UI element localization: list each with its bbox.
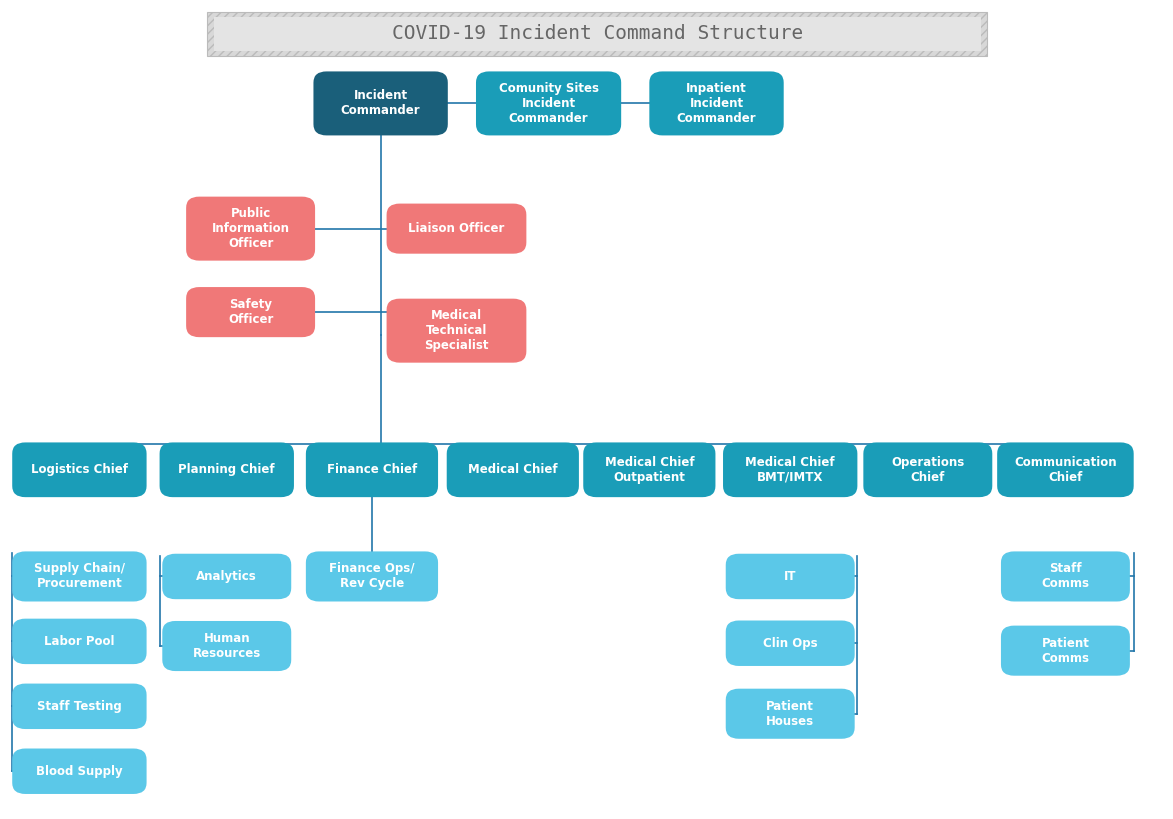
FancyBboxPatch shape [12,749,147,794]
FancyBboxPatch shape [583,442,716,497]
Text: COVID-19 Incident Command Structure: COVID-19 Incident Command Structure [392,25,804,43]
Text: Communication
Chief: Communication Chief [1015,456,1117,484]
FancyBboxPatch shape [726,689,855,739]
FancyBboxPatch shape [723,442,857,497]
FancyBboxPatch shape [187,287,316,337]
Text: Logistics Chief: Logistics Chief [30,464,128,477]
FancyBboxPatch shape [313,71,448,135]
FancyBboxPatch shape [863,442,992,497]
FancyBboxPatch shape [997,442,1133,497]
FancyBboxPatch shape [387,204,527,254]
FancyBboxPatch shape [12,618,147,664]
Text: Staff Testing: Staff Testing [38,699,122,713]
Text: Medical Chief: Medical Chief [468,464,557,477]
FancyBboxPatch shape [187,197,316,260]
Text: Planning Chief: Planning Chief [178,464,276,477]
FancyBboxPatch shape [476,71,622,135]
FancyBboxPatch shape [12,442,147,497]
Text: Labor Pool: Labor Pool [45,635,115,648]
FancyBboxPatch shape [1001,626,1130,676]
Text: Medical Chief
Outpatient: Medical Chief Outpatient [604,456,694,484]
FancyBboxPatch shape [213,17,981,51]
FancyBboxPatch shape [162,554,291,600]
Text: Medical Chief
BMT/IMTX: Medical Chief BMT/IMTX [745,456,835,484]
FancyBboxPatch shape [160,442,294,497]
Text: IT: IT [784,570,796,583]
Text: Clin Ops: Clin Ops [762,636,818,649]
Text: Analytics: Analytics [196,570,257,583]
Text: Safety
Officer: Safety Officer [228,298,273,326]
FancyBboxPatch shape [726,621,855,666]
Text: Blood Supply: Blood Supply [36,765,123,778]
Text: Patient
Comms: Patient Comms [1042,636,1090,665]
Text: Inpatient
Incident
Commander: Inpatient Incident Commander [677,82,757,125]
FancyBboxPatch shape [447,442,579,497]
Text: Staff
Comms: Staff Comms [1042,563,1090,590]
Text: Liaison Officer: Liaison Officer [408,222,504,235]
FancyBboxPatch shape [306,442,438,497]
Text: Finance Chief: Finance Chief [327,464,418,477]
Text: Operations
Chief: Operations Chief [891,456,964,484]
FancyBboxPatch shape [726,554,855,600]
Text: Public
Information
Officer: Public Information Officer [211,207,290,250]
Text: Comunity Sites
Incident
Commander: Comunity Sites Incident Commander [499,82,598,125]
Text: Medical
Technical
Specialist: Medical Technical Specialist [425,309,489,352]
FancyBboxPatch shape [306,551,438,601]
FancyBboxPatch shape [1001,551,1130,601]
FancyBboxPatch shape [12,551,147,601]
Text: Patient
Houses: Patient Houses [766,699,814,728]
Text: Finance Ops/
Rev Cycle: Finance Ops/ Rev Cycle [330,563,415,590]
Text: Supply Chain/
Procurement: Supply Chain/ Procurement [34,563,124,590]
FancyBboxPatch shape [12,684,147,729]
Text: Incident
Commander: Incident Commander [341,89,420,117]
FancyBboxPatch shape [387,299,527,363]
Text: Human
Resources: Human Resources [192,632,260,660]
FancyBboxPatch shape [208,11,988,57]
FancyBboxPatch shape [650,71,784,135]
FancyBboxPatch shape [162,621,291,671]
